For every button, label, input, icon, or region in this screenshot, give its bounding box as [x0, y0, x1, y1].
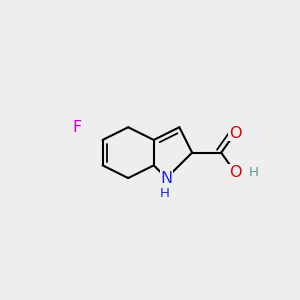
- Text: N: N: [160, 171, 172, 186]
- Text: O: O: [229, 125, 242, 140]
- Text: F: F: [72, 120, 82, 135]
- Text: H: H: [159, 187, 169, 200]
- Text: O: O: [229, 165, 242, 180]
- Text: H: H: [249, 166, 259, 179]
